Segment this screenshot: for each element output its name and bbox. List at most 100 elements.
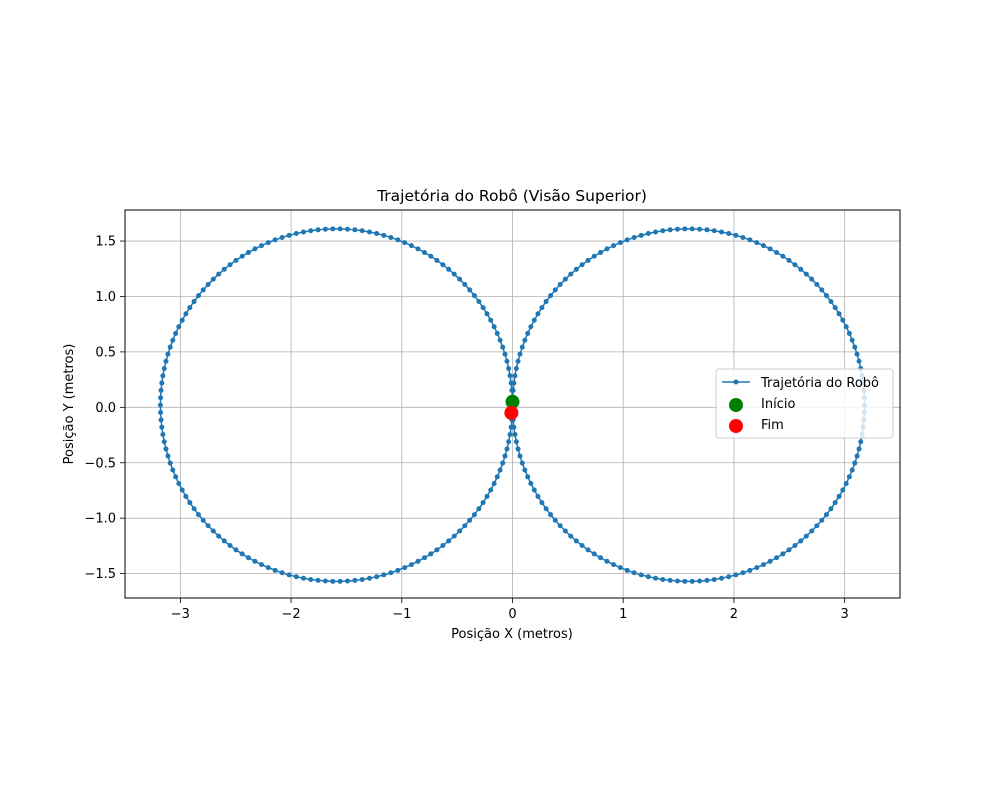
trajectory-point xyxy=(535,493,541,499)
trajectory-point xyxy=(754,565,760,571)
trajectory-point xyxy=(187,305,193,311)
trajectory-point xyxy=(832,305,838,311)
trajectory-point xyxy=(476,299,482,304)
x-tick-label: 1 xyxy=(619,607,627,622)
trajectory-point xyxy=(573,266,579,272)
trajectory-point xyxy=(585,547,591,553)
trajectory-point xyxy=(451,271,457,277)
trajectory-point xyxy=(624,567,630,573)
trajectory-point xyxy=(300,229,306,235)
trajectory-point xyxy=(519,460,525,466)
trajectory-point xyxy=(293,231,299,236)
legend-marker-swatch xyxy=(733,379,739,385)
trajectory-point xyxy=(484,493,490,499)
trajectory-point xyxy=(792,262,798,268)
legend-label-end: Fim xyxy=(761,418,784,433)
legend-label-start: Início xyxy=(761,397,795,412)
trajectory-point xyxy=(187,500,193,506)
trajectory-point xyxy=(809,528,815,534)
trajectory-point xyxy=(504,358,510,364)
trajectory-point xyxy=(491,480,497,486)
trajectory-point xyxy=(858,439,864,445)
trajectory-point xyxy=(471,293,477,299)
trajectory-point xyxy=(525,474,531,480)
trajectory-point xyxy=(322,578,328,584)
trajectory-point xyxy=(509,387,515,393)
trajectory-point xyxy=(165,453,171,459)
y-tick-label: 0.0 xyxy=(95,401,116,416)
trajectory-point xyxy=(733,572,739,578)
trajectory-point xyxy=(480,500,486,506)
trajectory-point xyxy=(158,409,164,415)
trajectory-point xyxy=(528,324,534,330)
trajectory-point xyxy=(191,299,197,304)
trajectory-point xyxy=(579,262,585,268)
trajectory-point xyxy=(381,232,387,238)
trajectory-point xyxy=(719,229,725,235)
trajectory-point xyxy=(819,517,825,523)
trajectory-point xyxy=(840,317,846,323)
trajectory-point xyxy=(408,562,414,568)
trajectory-point xyxy=(598,249,604,255)
trajectory-point xyxy=(508,424,514,430)
trajectory-point xyxy=(183,493,189,499)
trajectory-point xyxy=(513,365,519,371)
trajectory-point xyxy=(747,237,753,243)
trajectory-point xyxy=(402,565,408,571)
trajectory-point xyxy=(173,474,179,480)
trajectory-point xyxy=(674,226,680,232)
trajectory-point xyxy=(506,365,512,371)
trajectory-point xyxy=(617,240,623,246)
trajectory-point xyxy=(823,512,829,518)
trajectory-point xyxy=(568,271,574,277)
trajectory-point xyxy=(832,500,838,506)
trajectory-point xyxy=(467,517,473,523)
trajectory-point xyxy=(216,533,222,539)
trajectory-point xyxy=(374,231,380,236)
trajectory-point xyxy=(210,276,216,282)
trajectory-point xyxy=(697,578,703,584)
x-tick-label: 0 xyxy=(508,607,516,622)
trajectory-point xyxy=(828,299,834,304)
trajectory-point xyxy=(522,337,528,343)
trajectory-point xyxy=(245,555,251,561)
trajectory-point xyxy=(711,576,717,582)
trajectory-point xyxy=(494,474,500,480)
trajectory-point xyxy=(798,538,804,544)
trajectory-point xyxy=(645,574,651,580)
trajectory-point xyxy=(836,311,842,317)
trajectory-point xyxy=(388,570,394,576)
trajectory-point xyxy=(239,253,245,259)
trajectory-point xyxy=(740,570,746,576)
trajectory-point xyxy=(528,480,534,486)
trajectory-point xyxy=(233,257,239,263)
trajectory-point xyxy=(366,229,372,235)
trajectory-point xyxy=(512,373,518,379)
trajectory-point xyxy=(856,446,862,452)
trajectory-point xyxy=(421,555,427,561)
trajectory-point xyxy=(163,446,169,452)
trajectory-point xyxy=(434,257,440,263)
trajectory-point xyxy=(158,387,164,393)
trajectory-point xyxy=(517,351,523,357)
chart-title: Trajetória do Robô (Visão Superior) xyxy=(376,187,647,205)
trajectory-point xyxy=(500,460,506,466)
trajectory-point xyxy=(726,574,732,580)
trajectory-point xyxy=(315,227,321,233)
trajectory-point xyxy=(179,317,185,323)
trajectory-point xyxy=(337,226,343,232)
trajectory-point xyxy=(330,226,336,232)
trajectory-point xyxy=(843,480,849,486)
trajectory-point xyxy=(754,240,760,246)
trajectory-point xyxy=(562,528,568,534)
legend-end-swatch xyxy=(729,419,743,433)
trajectory-point xyxy=(366,575,372,581)
trajectory-point xyxy=(381,572,387,578)
trajectory-point xyxy=(408,243,414,249)
trajectory-point xyxy=(579,543,585,549)
trajectory-point xyxy=(852,460,858,466)
trajectory-point xyxy=(160,373,166,379)
trajectory-point xyxy=(704,577,710,583)
trajectory-point xyxy=(819,287,825,293)
trajectory-point xyxy=(428,253,434,259)
